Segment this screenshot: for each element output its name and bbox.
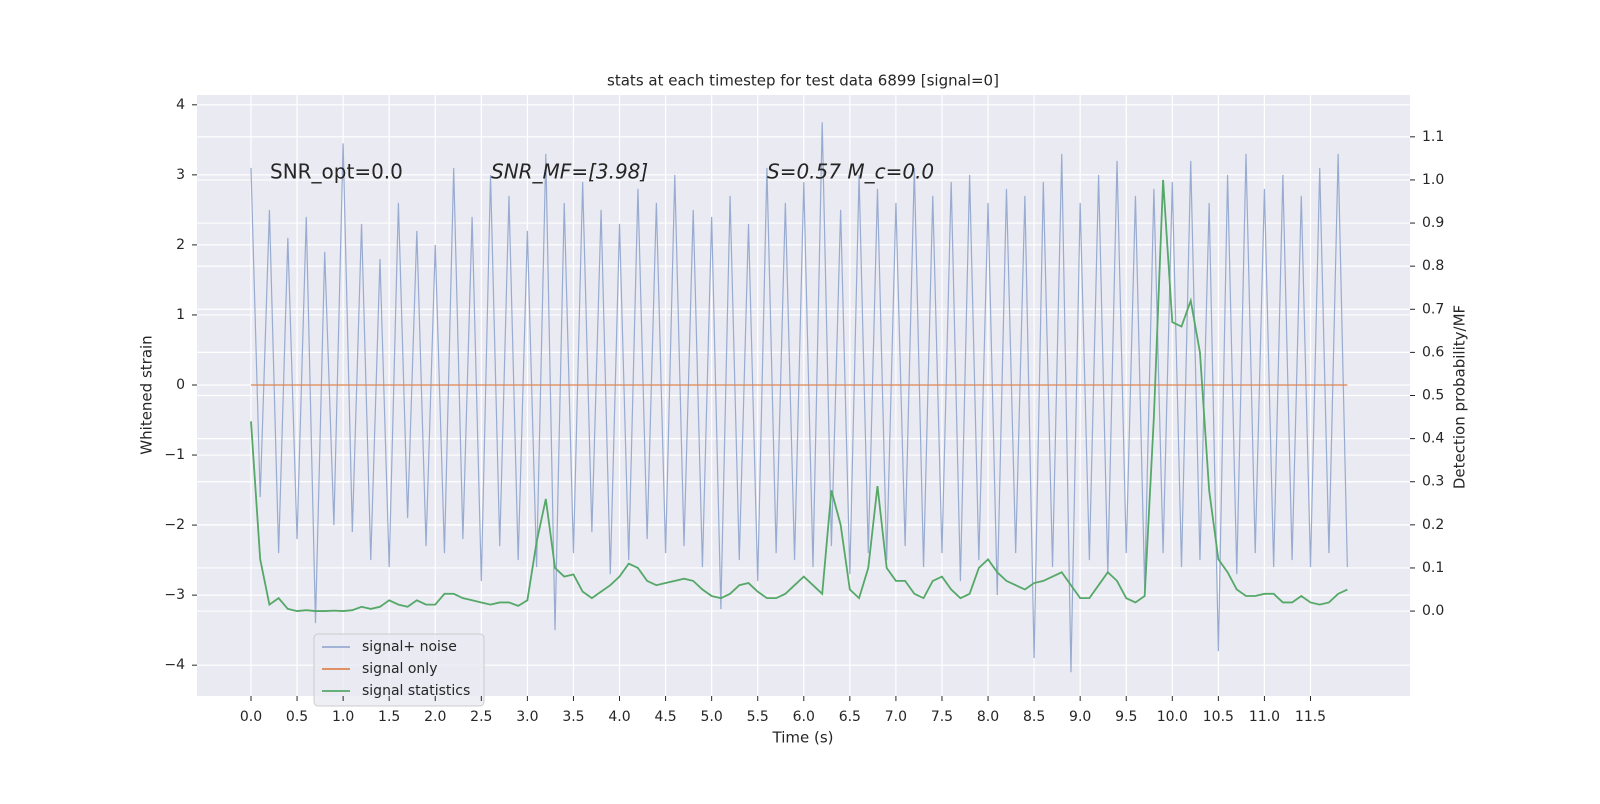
y-axis-label: Whitened strain xyxy=(138,335,156,454)
annotation: SNR_MF=[3.98] xyxy=(491,160,648,184)
legend-label: signal only xyxy=(362,661,437,677)
chart-title: stats at each timestep for test data 689… xyxy=(607,72,999,90)
legend-box xyxy=(313,633,485,707)
legend-label: signal+ noise xyxy=(362,639,457,655)
y-tick-label: 3 xyxy=(176,167,185,183)
x-tick-label: 11.0 xyxy=(1249,709,1280,725)
x-tick-label: 5.0 xyxy=(701,709,723,725)
x-tick-label: 6.0 xyxy=(793,709,815,725)
x-tick-label: 4.0 xyxy=(608,709,630,725)
x-tick-label: 0.5 xyxy=(286,709,308,725)
y2-tick-label: 0.9 xyxy=(1422,215,1444,231)
x-tick-label: 6.5 xyxy=(839,709,861,725)
x-tick-label: 3.5 xyxy=(562,709,584,725)
x-tick-label: 2.5 xyxy=(470,709,492,725)
y2-tick-label: 0.7 xyxy=(1422,301,1444,317)
x-tick-label: 7.5 xyxy=(931,709,953,725)
y2-tick-label: 0.2 xyxy=(1422,517,1444,533)
x-tick-label: 2.0 xyxy=(424,709,446,725)
x-tick-label: 9.5 xyxy=(1115,709,1137,725)
y2-tick-label: 1.0 xyxy=(1422,172,1444,188)
marks xyxy=(250,122,1348,673)
x-tick-label: 1.0 xyxy=(332,709,354,725)
x-tick-label: 11.5 xyxy=(1295,709,1326,725)
y-tick-label: 2 xyxy=(176,237,185,253)
y2-tick-label: 0.0 xyxy=(1422,603,1444,619)
x-tick-label: 9.0 xyxy=(1069,709,1091,725)
x-tick-label: 7.0 xyxy=(885,709,907,725)
y-tick-label: −1 xyxy=(164,447,185,463)
y2-tick-label: 0.1 xyxy=(1422,560,1444,576)
legend: signal+ noise signal only signal statistic… xyxy=(313,633,485,707)
series-line xyxy=(250,179,1348,612)
x-tick-label: 8.5 xyxy=(1023,709,1045,725)
y2-tick-label: 0.5 xyxy=(1422,388,1444,404)
y2-tick-label: 0.3 xyxy=(1422,474,1444,490)
y-tick-label: −4 xyxy=(164,657,185,673)
x-tick-label: 8.0 xyxy=(977,709,999,725)
x-tick-label: 0.0 xyxy=(240,709,262,725)
y-tick-label: 1 xyxy=(176,307,185,323)
x-tick-label: 1.5 xyxy=(378,709,400,725)
series-line xyxy=(250,122,1348,673)
x-tick-label: 10.5 xyxy=(1203,709,1234,725)
x-axis-label: Time (s) xyxy=(772,729,834,747)
y2-tick-label: 0.4 xyxy=(1422,431,1444,447)
x-tick-label: 3.0 xyxy=(516,709,538,725)
legend-label: signal statistics xyxy=(362,683,470,699)
y-tick-label: −2 xyxy=(164,517,185,533)
annotation: S=0.57 M_c=0.0 xyxy=(767,160,934,184)
y-tick-label: 0 xyxy=(176,377,185,393)
x-tick-label: 4.5 xyxy=(654,709,676,725)
annotation: SNR_opt=0.0 xyxy=(270,160,403,184)
y-tick-label: −3 xyxy=(164,587,185,603)
y2-tick-label: 1.1 xyxy=(1422,129,1444,145)
y2-tick-label: 0.8 xyxy=(1422,258,1444,274)
x-tick-label: 5.5 xyxy=(747,709,769,725)
y2-tick-label: 0.6 xyxy=(1422,344,1444,360)
x-tick-label: 10.0 xyxy=(1157,709,1188,725)
y2-axis-label: Detection probability/MF xyxy=(1451,305,1469,489)
y-tick-label: 4 xyxy=(176,97,185,113)
